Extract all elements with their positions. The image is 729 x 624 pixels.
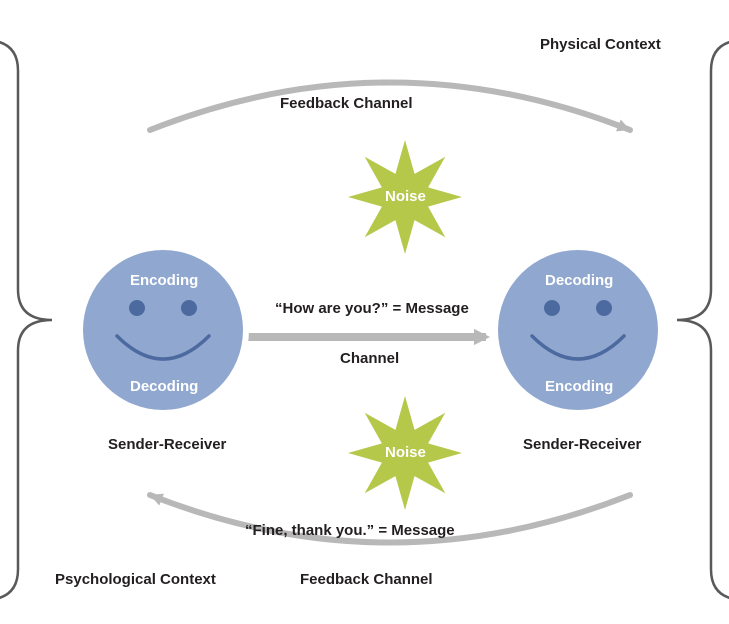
diagram-stage: Physical Context Feedback Channel “How a… <box>0 0 729 624</box>
label-noise-top: Noise <box>385 188 426 205</box>
label-encoding-left: Encoding <box>130 272 198 289</box>
label-noise-bot: Noise <box>385 444 426 461</box>
label-message-top: “How are you?” = Message <box>275 300 469 317</box>
label-message-bot: “Fine, thank you.” = Message <box>245 522 455 539</box>
label-feedback-bot: Feedback Channel <box>300 571 433 588</box>
label-decoding-right: Decoding <box>545 272 613 289</box>
label-channel: Channel <box>340 350 399 367</box>
label-feedback-top: Feedback Channel <box>280 95 413 112</box>
label-psychological-context: Psychological Context <box>55 571 216 588</box>
label-sender-receiver-left: Sender-Receiver <box>108 436 226 453</box>
label-sender-receiver-right: Sender-Receiver <box>523 436 641 453</box>
label-decoding-left: Decoding <box>130 378 198 395</box>
label-encoding-right: Encoding <box>545 378 613 395</box>
label-physical-context: Physical Context <box>540 36 661 53</box>
